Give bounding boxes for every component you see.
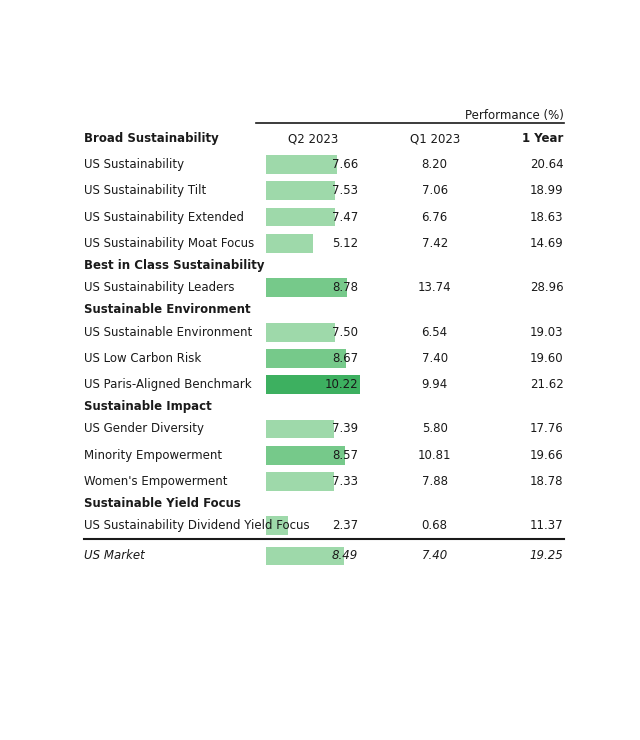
Text: Best in Class Sustainability: Best in Class Sustainability: [84, 259, 264, 272]
Text: 8.20: 8.20: [422, 158, 447, 171]
Text: 19.66: 19.66: [530, 448, 564, 462]
Text: US Low Carbon Risk: US Low Carbon Risk: [84, 352, 201, 365]
Bar: [266, 547, 344, 565]
Bar: [266, 323, 335, 342]
Text: 7.06: 7.06: [422, 184, 448, 198]
Text: US Sustainability: US Sustainability: [84, 158, 184, 171]
Text: 19.25: 19.25: [530, 550, 564, 562]
Text: 21.62: 21.62: [530, 378, 564, 391]
Text: 7.88: 7.88: [422, 475, 447, 488]
Bar: [266, 349, 346, 368]
Bar: [266, 234, 313, 252]
Text: 7.40: 7.40: [422, 352, 448, 365]
Text: US Sustainability Leaders: US Sustainability Leaders: [84, 281, 234, 295]
Text: Minority Empowerment: Minority Empowerment: [84, 448, 222, 462]
Text: US Sustainability Extended: US Sustainability Extended: [84, 210, 244, 223]
Text: US Sustainability Dividend Yield Focus: US Sustainability Dividend Yield Focus: [84, 519, 310, 532]
Text: Broad Sustainability: Broad Sustainability: [84, 132, 219, 146]
Bar: [266, 517, 288, 535]
Text: US Sustainability Tilt: US Sustainability Tilt: [84, 184, 206, 198]
Text: 7.47: 7.47: [332, 210, 358, 223]
Text: 8.67: 8.67: [332, 352, 358, 365]
Text: 18.99: 18.99: [530, 184, 564, 198]
Text: 0.68: 0.68: [422, 519, 447, 532]
Bar: [266, 472, 333, 491]
Text: US Paris-Aligned Benchmark: US Paris-Aligned Benchmark: [84, 378, 252, 391]
Text: US Market: US Market: [84, 550, 145, 562]
Text: US Sustainability Moat Focus: US Sustainability Moat Focus: [84, 237, 254, 249]
Text: 18.78: 18.78: [530, 475, 564, 488]
Bar: [266, 155, 337, 174]
Text: 8.78: 8.78: [332, 281, 358, 295]
Text: 28.96: 28.96: [530, 281, 564, 295]
Text: Q1 2023: Q1 2023: [410, 132, 460, 146]
Text: 7.66: 7.66: [332, 158, 358, 171]
Bar: [266, 375, 360, 394]
Bar: [266, 445, 345, 465]
Text: 7.53: 7.53: [332, 184, 358, 198]
Text: 1 Year: 1 Year: [522, 132, 564, 146]
Text: US Sustainable Environment: US Sustainable Environment: [84, 326, 252, 339]
Text: 8.57: 8.57: [332, 448, 358, 462]
Text: 19.60: 19.60: [530, 352, 564, 365]
Text: 5.80: 5.80: [422, 423, 447, 435]
Text: 11.37: 11.37: [530, 519, 564, 532]
Text: 6.54: 6.54: [422, 326, 448, 339]
Text: Sustainable Impact: Sustainable Impact: [84, 400, 212, 413]
Text: 7.42: 7.42: [422, 237, 448, 249]
Bar: [266, 278, 347, 297]
Text: 6.76: 6.76: [422, 210, 448, 223]
Text: Sustainable Environment: Sustainable Environment: [84, 303, 251, 317]
Text: Q2 2023: Q2 2023: [288, 132, 339, 146]
Text: US Gender Diversity: US Gender Diversity: [84, 423, 204, 435]
Bar: [266, 420, 334, 438]
Text: Performance (%): Performance (%): [465, 109, 564, 122]
Text: 8.49: 8.49: [332, 550, 358, 562]
Text: Women's Empowerment: Women's Empowerment: [84, 475, 227, 488]
Text: 2.37: 2.37: [332, 519, 358, 532]
Text: 18.63: 18.63: [530, 210, 564, 223]
Text: 10.22: 10.22: [324, 378, 358, 391]
Text: 19.03: 19.03: [530, 326, 564, 339]
Text: 13.74: 13.74: [418, 281, 451, 295]
Text: 7.39: 7.39: [332, 423, 358, 435]
Text: 5.12: 5.12: [332, 237, 358, 249]
Text: 7.40: 7.40: [422, 550, 448, 562]
Text: Sustainable Yield Focus: Sustainable Yield Focus: [84, 497, 241, 510]
Text: 9.94: 9.94: [422, 378, 448, 391]
Text: 20.64: 20.64: [530, 158, 564, 171]
Bar: [266, 181, 335, 201]
Text: 17.76: 17.76: [530, 423, 564, 435]
Text: 10.81: 10.81: [418, 448, 451, 462]
Text: 7.50: 7.50: [332, 326, 358, 339]
Text: 14.69: 14.69: [530, 237, 564, 249]
Text: 7.33: 7.33: [332, 475, 358, 488]
Bar: [266, 207, 335, 226]
